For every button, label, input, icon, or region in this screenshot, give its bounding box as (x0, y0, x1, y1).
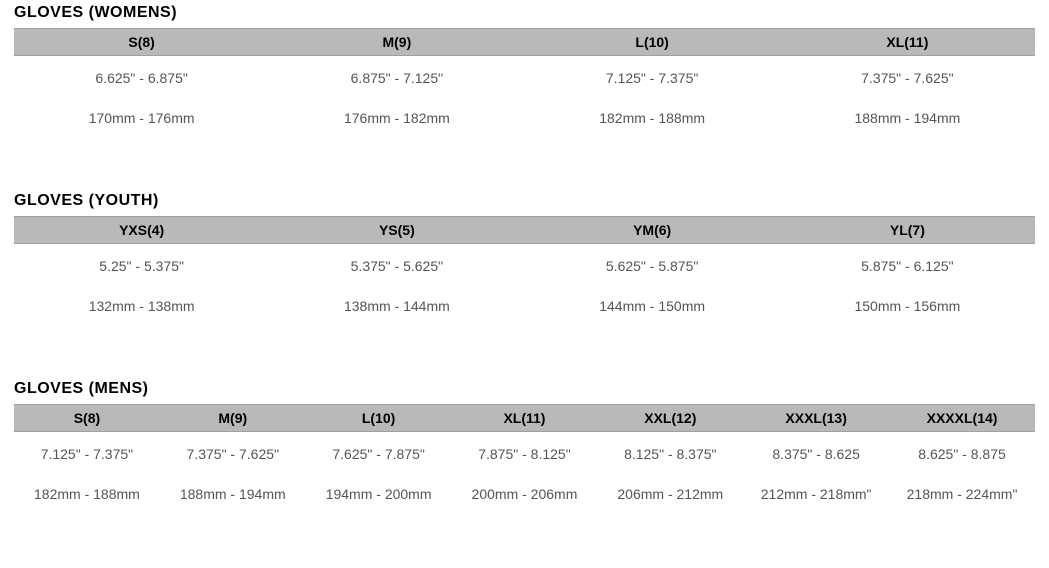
cell: 206mm - 212mm (597, 468, 743, 508)
cell: 150mm - 156mm (780, 280, 1035, 320)
cell: 212mm - 218mm" (743, 468, 889, 508)
col-header: M(9) (269, 29, 524, 56)
cell: 188mm - 194mm (780, 92, 1035, 132)
size-table-youth: YXS(4) YS(5) YM(6) YL(7) 5.25" - 5.375" … (14, 216, 1035, 320)
col-header: XL(11) (780, 29, 1035, 56)
table-row: 182mm - 188mm 188mm - 194mm 194mm - 200m… (14, 468, 1035, 508)
cell: 5.375" - 5.625" (269, 244, 524, 281)
cell: 8.375" - 8.625 (743, 432, 889, 469)
col-header: L(10) (306, 405, 452, 432)
col-header: YXS(4) (14, 217, 269, 244)
cell: 138mm - 144mm (269, 280, 524, 320)
gloves-mens-section: GLOVES (MENS) S(8) M(9) L(10) XL(11) XXL… (14, 380, 1035, 508)
cell: 182mm - 188mm (14, 468, 160, 508)
cell: 8.625" - 8.875 (889, 432, 1035, 469)
table-row: 7.125" - 7.375" 7.375" - 7.625" 7.625" -… (14, 432, 1035, 469)
cell: 188mm - 194mm (160, 468, 306, 508)
col-header: XXXXL(14) (889, 405, 1035, 432)
cell: 170mm - 176mm (14, 92, 269, 132)
cell: 194mm - 200mm (306, 468, 452, 508)
cell: 176mm - 182mm (269, 92, 524, 132)
cell: 200mm - 206mm (452, 468, 598, 508)
cell: 5.625" - 5.875" (525, 244, 780, 281)
col-header: YM(6) (525, 217, 780, 244)
cell: 7.375" - 7.625" (780, 56, 1035, 93)
col-header: YS(5) (269, 217, 524, 244)
col-header: L(10) (525, 29, 780, 56)
cell: 7.625" - 7.875" (306, 432, 452, 469)
cell: 218mm - 224mm" (889, 468, 1035, 508)
cell: 182mm - 188mm (525, 92, 780, 132)
col-header: S(8) (14, 29, 269, 56)
table-row: 170mm - 176mm 176mm - 182mm 182mm - 188m… (14, 92, 1035, 132)
table-row: 132mm - 138mm 138mm - 144mm 144mm - 150m… (14, 280, 1035, 320)
cell: 132mm - 138mm (14, 280, 269, 320)
section-title: GLOVES (MENS) (14, 380, 1035, 398)
size-table-mens: S(8) M(9) L(10) XL(11) XXL(12) XXXL(13) … (14, 404, 1035, 508)
gloves-womens-section: GLOVES (WOMENS) S(8) M(9) L(10) XL(11) 6… (14, 4, 1035, 132)
cell: 7.875" - 8.125" (452, 432, 598, 469)
table-header-row: YXS(4) YS(5) YM(6) YL(7) (14, 217, 1035, 244)
cell: 8.125" - 8.375" (597, 432, 743, 469)
col-header: XL(11) (452, 405, 598, 432)
section-title: GLOVES (WOMENS) (14, 4, 1035, 22)
col-header: YL(7) (780, 217, 1035, 244)
cell: 6.625" - 6.875" (14, 56, 269, 93)
gloves-youth-section: GLOVES (YOUTH) YXS(4) YS(5) YM(6) YL(7) … (14, 192, 1035, 320)
table-header-row: S(8) M(9) L(10) XL(11) XXL(12) XXXL(13) … (14, 405, 1035, 432)
col-header: XXXL(13) (743, 405, 889, 432)
cell: 5.875" - 6.125" (780, 244, 1035, 281)
cell: 5.25" - 5.375" (14, 244, 269, 281)
cell: 7.125" - 7.375" (525, 56, 780, 93)
section-title: GLOVES (YOUTH) (14, 192, 1035, 210)
cell: 6.875" - 7.125" (269, 56, 524, 93)
cell: 144mm - 150mm (525, 280, 780, 320)
table-row: 6.625" - 6.875" 6.875" - 7.125" 7.125" -… (14, 56, 1035, 93)
cell: 7.125" - 7.375" (14, 432, 160, 469)
col-header: S(8) (14, 405, 160, 432)
col-header: XXL(12) (597, 405, 743, 432)
size-table-womens: S(8) M(9) L(10) XL(11) 6.625" - 6.875" 6… (14, 28, 1035, 132)
table-row: 5.25" - 5.375" 5.375" - 5.625" 5.625" - … (14, 244, 1035, 281)
cell: 7.375" - 7.625" (160, 432, 306, 469)
table-header-row: S(8) M(9) L(10) XL(11) (14, 29, 1035, 56)
col-header: M(9) (160, 405, 306, 432)
